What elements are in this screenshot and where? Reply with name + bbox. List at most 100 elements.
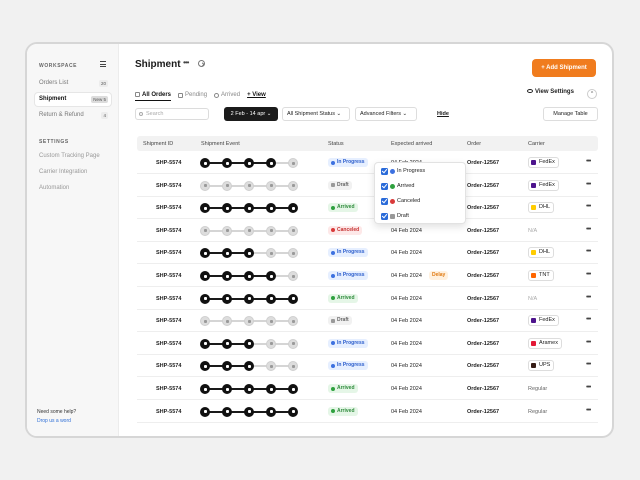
tab-arrived[interactable]: Arrived: [214, 89, 240, 101]
shipment-id[interactable]: SHP-5574: [156, 363, 182, 370]
sidebar-item-automation[interactable]: Automation: [39, 185, 70, 191]
order-id[interactable]: Order-12567: [467, 160, 500, 166]
status-dot-icon: [390, 168, 395, 174]
table-row[interactable]: SHP-5574 Arrived 04 Feb 2024 Order-12567 Reg…: [137, 401, 598, 423]
order-id[interactable]: Order-12567: [467, 340, 500, 347]
order-id[interactable]: Order-12567: [467, 227, 500, 234]
shipment-event-node: [288, 406, 298, 417]
row-actions-icon[interactable]: •••: [586, 384, 591, 391]
row-actions-icon[interactable]: •••: [586, 293, 591, 301]
order-id[interactable]: Order-12567: [467, 182, 500, 189]
shipment-id[interactable]: SHP-5574: [156, 227, 182, 234]
shipment-id[interactable]: SHP-5574: [156, 160, 182, 166]
shipment-id[interactable]: SHP-5574: [156, 273, 182, 279]
shipment-event-node: [266, 384, 276, 394]
shipment-event-track: [200, 271, 298, 281]
order-id[interactable]: Order-12567: [467, 363, 500, 370]
share-icon[interactable]: [198, 60, 205, 67]
tab-pending[interactable]: Pending: [178, 89, 207, 101]
sidebar-item-carrier-integration[interactable]: Carrier Integration: [39, 169, 88, 175]
shipment-id[interactable]: SHP-5574: [156, 408, 182, 415]
shipment-id[interactable]: SHP-5574: [156, 340, 182, 347]
col-status[interactable]: Status: [328, 141, 344, 147]
row-actions-icon[interactable]: •••: [586, 180, 591, 188]
order-id[interactable]: Order-12567: [467, 408, 500, 415]
row-actions-icon[interactable]: •••: [586, 203, 591, 211]
order-id[interactable]: Order-12567: [467, 273, 500, 279]
col-carrier[interactable]: Carrier: [528, 141, 545, 147]
checkbox[interactable]: [381, 167, 388, 175]
search-input[interactable]: Search: [135, 108, 209, 120]
status-filter-button[interactable]: All Shipment Status ⌄: [282, 107, 350, 121]
table-row[interactable]: SHP-5574 In Progress 04 Feb 2024 Delay Order…: [137, 265, 598, 287]
shipment-id[interactable]: SHP-5574: [156, 295, 182, 302]
checkbox[interactable]: [381, 197, 388, 205]
table-row[interactable]: SHP-5574 Arrived 04 Feb 2024 Order-12567 Reg…: [137, 378, 598, 400]
contact-link[interactable]: Drop us a word: [37, 418, 71, 424]
col-shipment-id[interactable]: Shipment ID: [143, 141, 174, 147]
view-settings-button[interactable]: View Settings: [527, 89, 574, 95]
status-option-draft[interactable]: Draft: [381, 211, 409, 221]
sidebar-item-return-refund[interactable]: Return & Refund 4: [35, 109, 111, 122]
checkbox[interactable]: [381, 182, 388, 190]
manage-table-button[interactable]: Manage Table: [543, 107, 598, 121]
shipment-id[interactable]: SHP-5574: [156, 250, 182, 257]
more-options-icon[interactable]: •••: [183, 58, 189, 67]
row-actions-icon[interactable]: •••: [586, 271, 591, 278]
order-id[interactable]: Order-12567: [467, 295, 500, 302]
hide-button[interactable]: Hide: [437, 111, 449, 117]
add-shipment-button[interactable]: + Add Shipment: [532, 59, 596, 77]
row-actions-icon[interactable]: •••: [586, 406, 591, 414]
shipment-event-node: [222, 384, 232, 394]
row-actions-icon[interactable]: •••: [586, 225, 591, 233]
menu-icon[interactable]: [100, 61, 106, 67]
row-actions-icon[interactable]: •••: [586, 338, 591, 346]
shipment-id[interactable]: SHP-5574: [156, 182, 182, 189]
shipment-event-node: [200, 338, 210, 349]
table-row[interactable]: SHP-5574 Canceled 04 Feb 2024 Order-12567 N/…: [137, 220, 598, 242]
shipment-event-node: [200, 180, 210, 191]
tab-all-orders[interactable]: All Orders: [135, 89, 172, 101]
col-expected-arrived[interactable]: Expected arrived: [391, 141, 433, 147]
sidebar-item-custom-tracking[interactable]: Custom Tracking Page: [39, 153, 100, 159]
shipment-id[interactable]: SHP-5574: [156, 318, 182, 325]
shipment-id[interactable]: SHP-5574: [156, 386, 182, 392]
order-id[interactable]: Order-12567: [467, 318, 500, 325]
col-order[interactable]: Order: [467, 141, 482, 147]
add-view-tab[interactable]: + View: [247, 92, 266, 98]
sidebar-item-shipment[interactable]: Shipment New 5: [35, 93, 111, 106]
workspace-heading: WORKSPACE: [39, 63, 78, 69]
advanced-filters-button[interactable]: Advanced Filters ⌄: [355, 107, 417, 121]
date-range-button[interactable]: 2 Feb - 14 apr ⌄: [224, 107, 278, 121]
sidebar-item-orders-list[interactable]: Orders List 20: [35, 77, 111, 90]
status-option-arrived[interactable]: Arrived: [381, 181, 414, 191]
order-id[interactable]: Order-12567: [467, 386, 500, 392]
row-actions-icon[interactable]: •••: [586, 361, 591, 369]
order-id[interactable]: Order-12567: [467, 205, 500, 212]
order-id[interactable]: Order-12567: [467, 250, 500, 257]
row-actions-icon[interactable]: •••: [586, 316, 591, 324]
row-actions-icon[interactable]: •••: [586, 158, 591, 165]
carrier-name: Regular: [528, 408, 548, 415]
checkbox[interactable]: [381, 212, 388, 220]
table-row[interactable]: SHP-5574 Arrived 04 Feb 2024 Order-12567 N/A…: [137, 288, 598, 310]
col-shipment-event[interactable]: Shipment Event: [201, 141, 240, 147]
option-label: Canceled: [397, 198, 421, 204]
carrier-name: DHL: [539, 204, 551, 211]
row-actions-icon[interactable]: •••: [586, 248, 591, 256]
status-option-canceled[interactable]: Canceled: [381, 196, 420, 206]
carrier-chip: UPS: [528, 360, 555, 372]
chevron-up-icon[interactable]: ^: [587, 89, 597, 99]
shipment-id[interactable]: SHP-5574: [156, 205, 182, 212]
shipment-event-track: [200, 248, 298, 259]
status-option-in-progress[interactable]: In Progress: [381, 166, 425, 176]
carrier-chip: TNT: [528, 270, 554, 281]
carrier-chip: Aramex: [528, 337, 562, 349]
